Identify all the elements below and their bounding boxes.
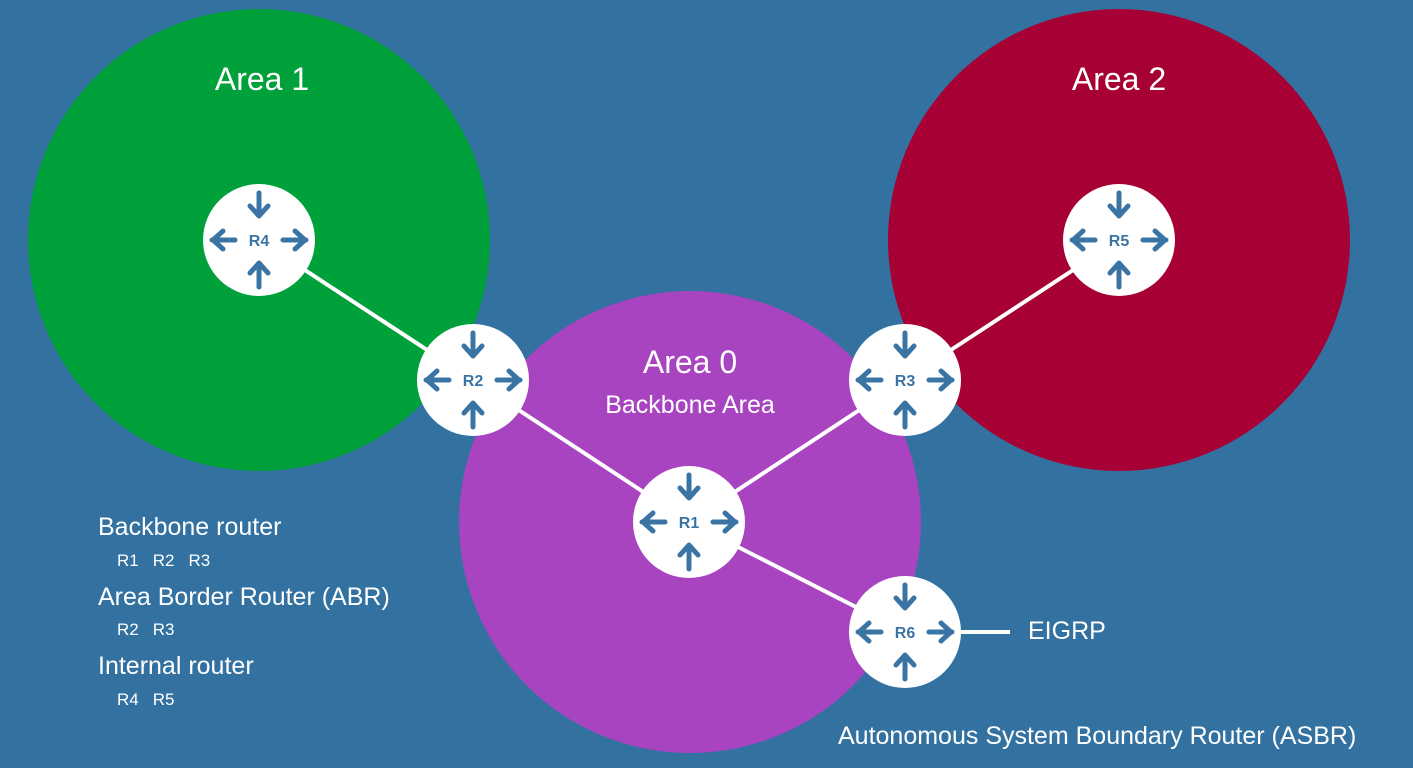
legend-backbone-heading: Backbone router bbox=[98, 513, 282, 541]
area-0-title: Area 0 bbox=[642, 344, 738, 380]
router-circle bbox=[1063, 184, 1175, 296]
router-label: R1 bbox=[679, 515, 700, 532]
legend-internal-items: R4 R5 bbox=[117, 690, 188, 710]
legend-item: R2 bbox=[117, 620, 139, 639]
legend-item: R3 bbox=[188, 551, 211, 570]
router-circle bbox=[849, 576, 961, 688]
asbr-label: Autonomous System Boundary Router (ASBR) bbox=[838, 722, 1357, 750]
legend-item: R3 bbox=[152, 620, 175, 639]
legend-abr-items: R2 R3 bbox=[117, 620, 188, 640]
legend-item: R1 bbox=[117, 551, 139, 570]
area-1-title: Area 1 bbox=[214, 61, 310, 97]
legend-internal-heading: Internal router bbox=[98, 652, 254, 680]
router-label: R6 bbox=[895, 625, 916, 642]
area-2-title: Area 2 bbox=[1071, 61, 1167, 97]
router-label: R2 bbox=[463, 373, 484, 390]
routers-layer: R4 R5 R2 R3 R1 R6 bbox=[203, 184, 1175, 688]
router-r6[interactable]: R6 bbox=[849, 576, 961, 688]
legend-abr-heading: Area Border Router (ABR) bbox=[98, 583, 390, 611]
router-circle bbox=[203, 184, 315, 296]
legend-backbone-items: R1 R2 R3 bbox=[117, 551, 224, 571]
legend-item: R2 bbox=[152, 551, 175, 570]
legend-item: R4 bbox=[117, 690, 139, 709]
eigrp-label: EIGRP bbox=[1028, 617, 1106, 645]
router-circle bbox=[633, 466, 745, 578]
router-r5[interactable]: R5 bbox=[1063, 184, 1175, 296]
router-r4[interactable]: R4 bbox=[203, 184, 315, 296]
router-r2[interactable]: R2 bbox=[417, 324, 529, 436]
router-r3[interactable]: R3 bbox=[849, 324, 961, 436]
area-0-subtitle: Backbone Area bbox=[605, 391, 775, 419]
router-label: R3 bbox=[895, 373, 916, 390]
router-r1[interactable]: R1 bbox=[633, 466, 745, 578]
router-circle bbox=[849, 324, 961, 436]
router-circle bbox=[417, 324, 529, 436]
router-label: R4 bbox=[249, 233, 270, 250]
router-label: R5 bbox=[1109, 233, 1130, 250]
legend-item: R5 bbox=[152, 690, 175, 709]
